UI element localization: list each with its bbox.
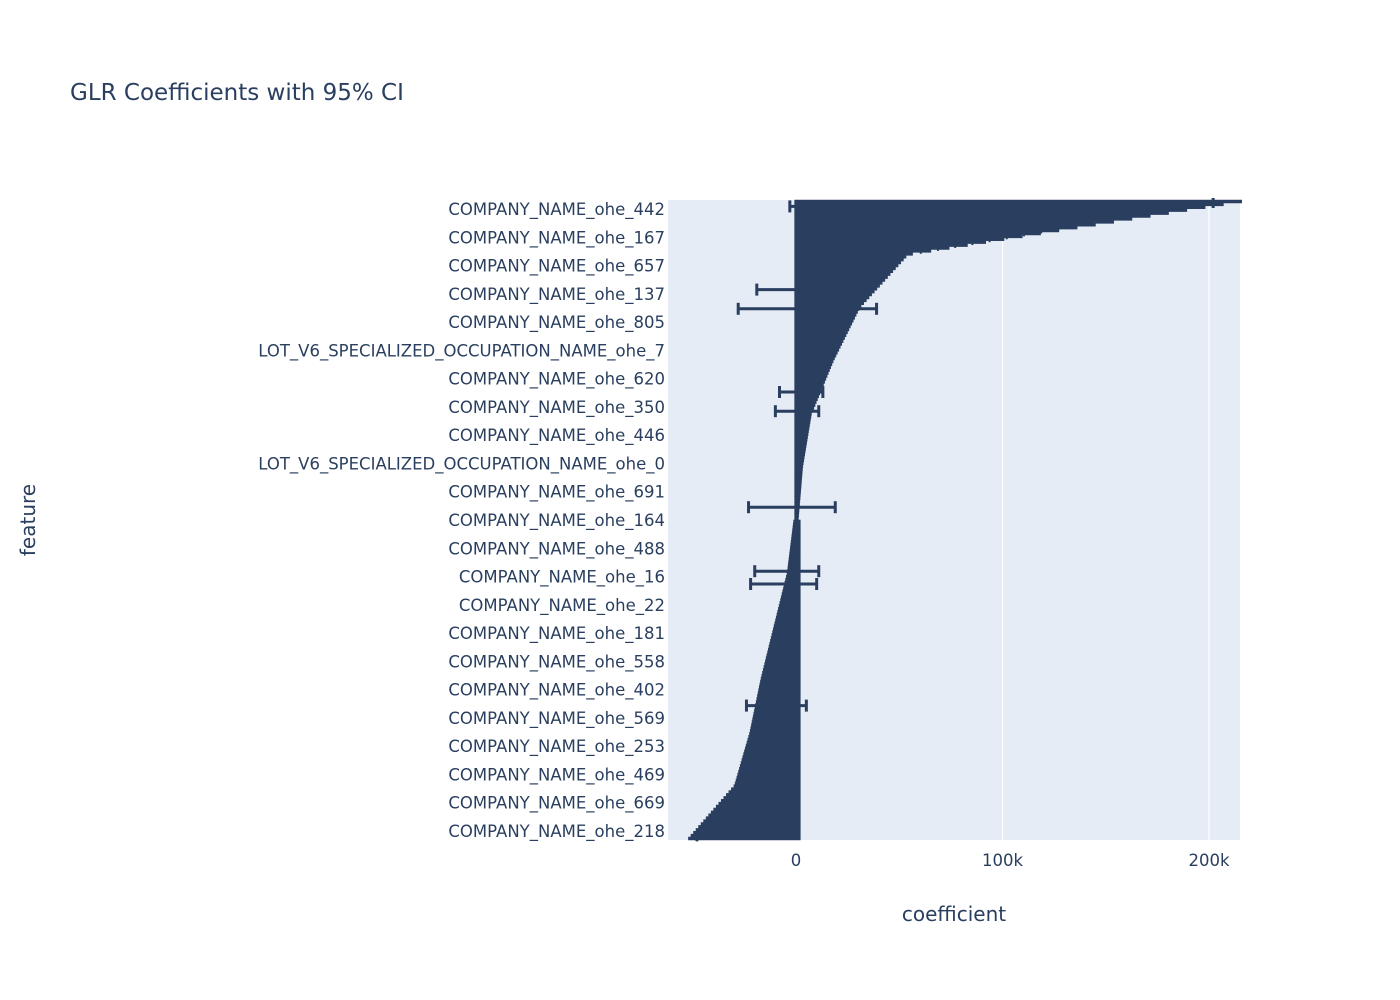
y-tick-label: COMPANY_NAME_ohe_488: [448, 539, 665, 559]
y-tick-label: COMPANY_NAME_ohe_569: [448, 709, 665, 729]
x-tick-label: 200k: [1188, 851, 1229, 870]
coefficient-marks: [688, 198, 1242, 842]
chart-title: GLR Coefficients with 95% CI: [70, 80, 404, 106]
y-tick-label: COMPANY_NAME_ohe_164: [448, 511, 665, 531]
y-tick-label: LOT_V6_SPECIALIZED_OCCUPATION_NAME_ohe_0: [258, 454, 665, 474]
y-tick-labels: COMPANY_NAME_ohe_442 COMPANY_NAME_ohe_167…: [258, 200, 665, 842]
x-tick-label: 0: [791, 851, 802, 870]
y-tick-label: COMPANY_NAME_ohe_16: [459, 568, 665, 588]
y-tick-label: LOT_V6_SPECIALIZED_OCCUPATION_NAME_ohe_7: [258, 341, 665, 361]
x-axis-title: coefficient: [902, 902, 1006, 926]
y-tick-label: COMPANY_NAME_ohe_137: [448, 285, 665, 305]
y-tick-label: COMPANY_NAME_ohe_657: [448, 257, 665, 277]
y-axis-title: feature: [16, 484, 40, 556]
y-tick-label: COMPANY_NAME_ohe_469: [448, 765, 665, 785]
y-tick-label: COMPANY_NAME_ohe_253: [448, 737, 665, 757]
y-tick-label: COMPANY_NAME_ohe_669: [448, 794, 665, 814]
y-tick-label: COMPANY_NAME_ohe_691: [448, 483, 665, 503]
y-tick-label: COMPANY_NAME_ohe_442: [448, 200, 665, 220]
gridlines: [1001, 200, 1210, 840]
y-tick-label: COMPANY_NAME_ohe_218: [448, 822, 665, 842]
x-tick-label: 100k: [982, 851, 1023, 870]
y-tick-label: COMPANY_NAME_ohe_181: [448, 624, 665, 644]
y-tick-label: COMPANY_NAME_ohe_167: [448, 228, 665, 248]
y-tick-label: COMPANY_NAME_ohe_620: [448, 370, 665, 390]
y-tick-label: COMPANY_NAME_ohe_805: [448, 313, 665, 333]
y-tick-label: COMPANY_NAME_ohe_446: [448, 426, 665, 446]
y-tick-label: COMPANY_NAME_ohe_558: [448, 652, 665, 672]
y-tick-label: COMPANY_NAME_ohe_402: [448, 681, 665, 701]
y-tick-label: COMPANY_NAME_ohe_22: [459, 596, 665, 616]
y-tick-label: COMPANY_NAME_ohe_350: [448, 398, 665, 418]
x-tick-labels: 0 100k 200k: [791, 851, 1230, 870]
